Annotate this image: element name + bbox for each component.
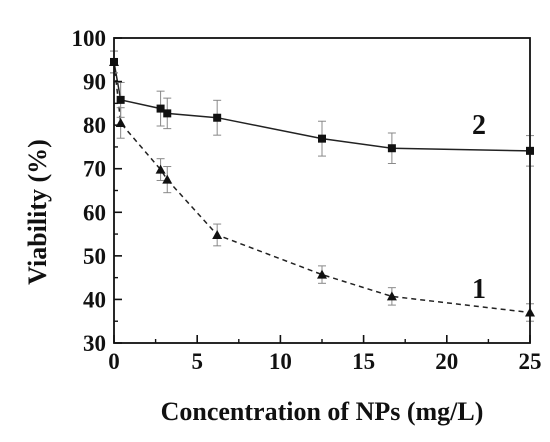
y-tick-label: 70	[83, 157, 106, 182]
y-tick-label: 60	[83, 200, 106, 225]
series-2-line	[113, 61, 531, 152]
data-point	[212, 229, 223, 239]
data-point	[162, 174, 173, 184]
y-tick-labels: 30 40 50 60 70 80 90 100	[72, 26, 107, 356]
data-point	[116, 95, 125, 104]
data-point	[386, 291, 397, 301]
y-tick-label: 30	[83, 331, 106, 356]
x-tick-label: 0	[108, 349, 120, 374]
y-tick-label: 40	[83, 287, 106, 312]
y-tick-label: 80	[83, 113, 106, 138]
series-1	[109, 50, 535, 322]
series-1-label: 1	[472, 274, 486, 305]
x-tick-labels: 0 5 10 15 20 25	[108, 349, 541, 374]
y-tick-label: 90	[83, 70, 106, 95]
data-point	[213, 113, 222, 122]
x-tick-label: 15	[352, 349, 375, 374]
x-axis-label: Concentration of NPs (mg/L)	[161, 397, 484, 426]
data-point	[163, 109, 172, 118]
data-point	[155, 164, 166, 174]
series-2	[110, 50, 534, 167]
x-tick-label: 20	[435, 349, 458, 374]
series-1-line	[113, 61, 531, 314]
series-2-label: 2	[472, 110, 486, 141]
data-point	[156, 104, 165, 113]
y-tick-label: 50	[83, 244, 106, 269]
data-point	[387, 144, 396, 153]
data-point	[317, 269, 327, 279]
data-point	[318, 134, 326, 143]
y-tick-label: 100	[72, 26, 107, 51]
x-tick-label: 10	[269, 349, 292, 374]
plot-frame	[113, 37, 531, 344]
y-axis-label: Viability (%)	[23, 139, 52, 285]
x-tick-label: 5	[191, 349, 203, 374]
x-tick-label: 25	[519, 349, 542, 374]
